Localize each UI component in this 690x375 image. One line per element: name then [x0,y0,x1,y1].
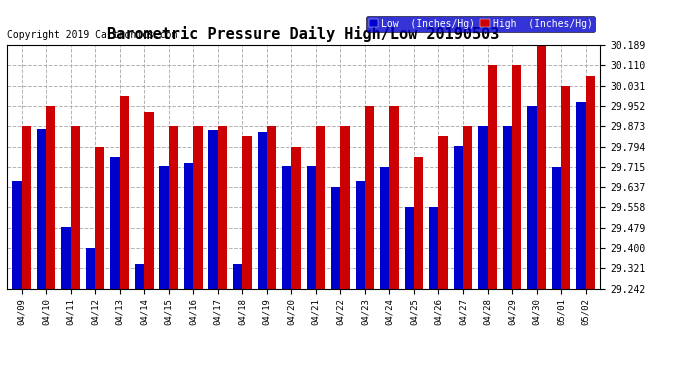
Bar [488,65,497,289]
Bar [46,106,55,289]
Bar [512,65,522,289]
Bar [12,181,21,289]
Bar [552,167,561,289]
Bar [144,112,154,289]
Bar [86,248,95,289]
Bar [365,106,374,289]
Bar [453,146,463,289]
Bar [218,126,227,289]
Bar [70,126,80,289]
Bar [267,126,276,289]
Bar [331,187,340,289]
Bar [95,147,104,289]
Bar [561,86,571,289]
Bar [414,157,423,289]
Bar [576,102,586,289]
Bar [208,130,218,289]
Bar [184,163,193,289]
Bar [429,207,438,289]
Bar [316,126,325,289]
Bar [389,106,399,289]
Bar [135,264,144,289]
Bar [257,132,267,289]
Bar [282,166,291,289]
Bar [37,129,46,289]
Bar [380,167,389,289]
Bar [586,76,595,289]
Text: Copyright 2019 Cartronics.com: Copyright 2019 Cartronics.com [7,30,177,40]
Bar [61,228,70,289]
Bar [291,147,301,289]
Bar [340,126,350,289]
Bar [159,166,169,289]
Bar [463,126,472,289]
Legend: Low  (Inches/Hg), High  (Inches/Hg): Low (Inches/Hg), High (Inches/Hg) [366,16,595,32]
Bar [404,207,414,289]
Bar [242,136,252,289]
Bar [355,181,365,289]
Bar [527,106,537,289]
Bar [306,166,316,289]
Bar [503,126,512,289]
Bar [110,157,119,289]
Bar [233,264,242,289]
Bar [438,136,448,289]
Bar [169,126,178,289]
Bar [537,45,546,289]
Bar [478,126,488,289]
Bar [193,126,203,289]
Bar [119,96,129,289]
Title: Barometric Pressure Daily High/Low 20190503: Barometric Pressure Daily High/Low 20190… [108,27,500,42]
Bar [21,126,31,289]
